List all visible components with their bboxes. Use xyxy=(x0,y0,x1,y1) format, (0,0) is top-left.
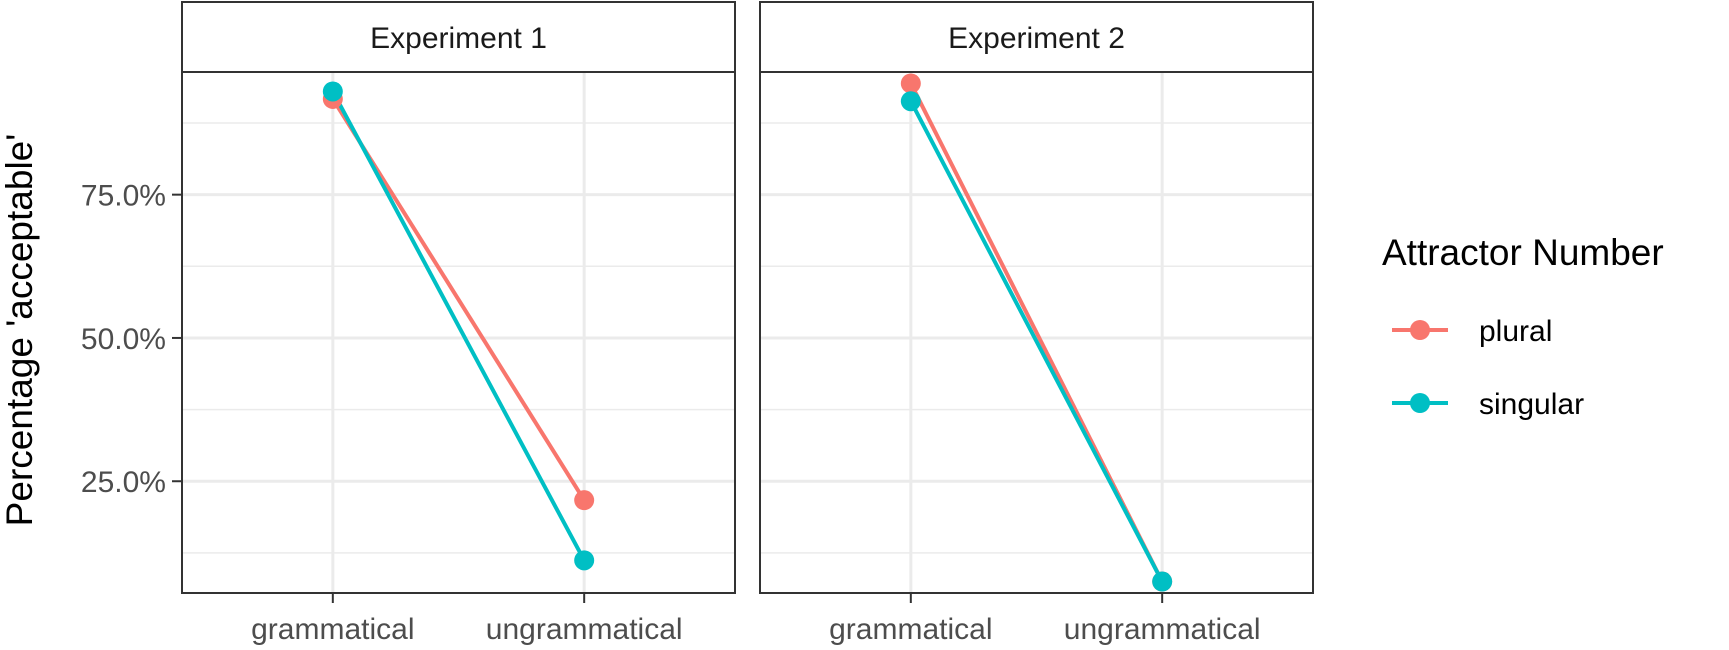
data-point-plural-grammatical xyxy=(900,73,921,94)
x-tick-label: grammatical xyxy=(829,613,992,646)
facet-strip-label: Experiment 1 xyxy=(370,22,547,55)
data-point-plural-ungrammatical xyxy=(574,490,595,511)
legend-item-plural: plural xyxy=(1392,315,1552,348)
facet-panel-2: Experiment 2 grammatical ungrammatical xyxy=(759,1,1314,646)
legend-item-singular: singular xyxy=(1392,388,1584,421)
data-point-singular-ungrammatical xyxy=(1152,571,1173,592)
panel-background xyxy=(182,72,735,593)
legend-key-point xyxy=(1410,393,1430,413)
series-line-singular xyxy=(909,100,1164,583)
y-tick-label: 50.0% xyxy=(81,323,166,356)
x-tick-label: ungrammatical xyxy=(1064,613,1261,646)
data-point-singular-ungrammatical xyxy=(574,550,595,571)
legend-key-point xyxy=(1410,320,1430,340)
facet-panels: Experiment 1 grammatical ungrammatical 25.0… xyxy=(81,1,1314,646)
x-tick-label: ungrammatical xyxy=(486,613,683,646)
legend-label: singular xyxy=(1479,388,1584,421)
legend-keys: plural singular xyxy=(1392,315,1584,421)
legend-title: Attractor Number xyxy=(1382,232,1664,273)
facet-panel-1: Experiment 1 grammatical ungrammatical 25.0… xyxy=(81,1,736,646)
y-tick-label: 75.0% xyxy=(81,180,166,213)
panel-border xyxy=(181,71,736,594)
legend: Attractor Number plural singular xyxy=(1382,232,1664,421)
y-axis-title: Percentage 'acceptable' xyxy=(0,134,40,527)
facet-strip-label: Experiment 2 xyxy=(948,22,1125,55)
panel-border xyxy=(759,71,1314,594)
facet-strip xyxy=(759,1,1314,73)
y-tick-label: 25.0% xyxy=(81,466,166,499)
legend-label: plural xyxy=(1479,315,1552,348)
x-tick-label: grammatical xyxy=(251,613,414,646)
series-line-singular xyxy=(331,90,586,562)
data-point-singular-grammatical xyxy=(900,91,921,112)
data-point-singular-grammatical xyxy=(322,81,343,102)
facet-strip xyxy=(181,1,736,73)
